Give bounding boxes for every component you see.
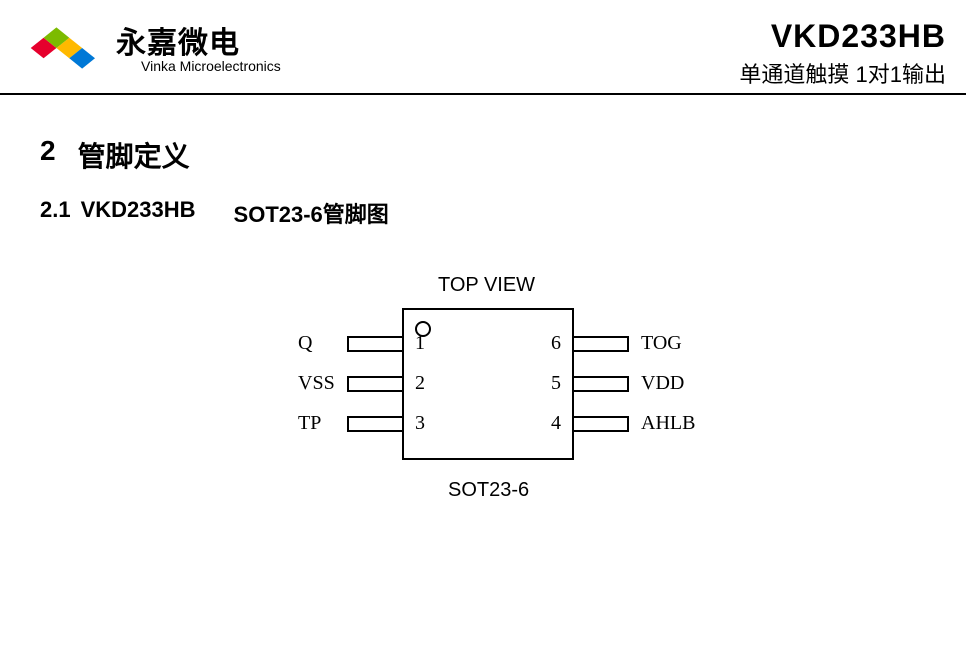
page-header: 永嘉微电 Vinka Microelectronics VKD233HB 单通道… [0,0,966,95]
subsection-title: SOT23-6管脚图 [234,197,389,229]
pin-num-3: 3 [415,412,425,435]
subsection-heading: 2.1 VKD233HB SOT23-6管脚图 [40,197,926,229]
part-number: VKD233HB [739,18,946,55]
company-logo-icon [20,18,110,78]
section-title: 管脚定义 [78,135,190,175]
company-name-cn: 永嘉微电 [116,18,281,62]
subsection-number: 2.1 [40,197,71,229]
pin-label-vss: VSS [298,372,335,395]
pin-num-6: 6 [551,332,561,355]
company-text: 永嘉微电 Vinka Microelectronics [116,18,281,74]
pin-num-5: 5 [551,372,561,395]
logo-block: 永嘉微电 Vinka Microelectronics [20,18,281,78]
pin-label-ahlb: AHLB [641,412,695,435]
pin-label-q: Q [298,332,312,355]
header-right: VKD233HB 单通道触摸 1对1输出 [739,18,946,89]
section-heading: 2 管脚定义 [40,135,926,175]
pin-label-tog: TOG [641,332,682,355]
spacer [206,197,224,229]
section-number: 2 [40,135,56,175]
pin-label-vdd: VDD [641,372,684,395]
pin-num-1: 1 [415,332,425,355]
company-name-en: Vinka Microelectronics [141,58,281,74]
package-label: SOT23-6 [448,479,529,502]
pin-num-4: 4 [551,412,561,435]
content-area: 2 管脚定义 2.1 VKD233HB SOT23-6管脚图 TOP VIEW … [0,95,966,539]
pin-num-2: 2 [415,372,425,395]
subsection-partno: VKD233HB [81,197,196,229]
pin-label-tp: TP [298,412,321,435]
pinout-diagram: TOP VIEW 1 2 3 6 5 4 Q VSS TP TOG VDD A [243,279,723,539]
part-subtitle: 单通道触摸 1对1输出 [739,57,946,89]
